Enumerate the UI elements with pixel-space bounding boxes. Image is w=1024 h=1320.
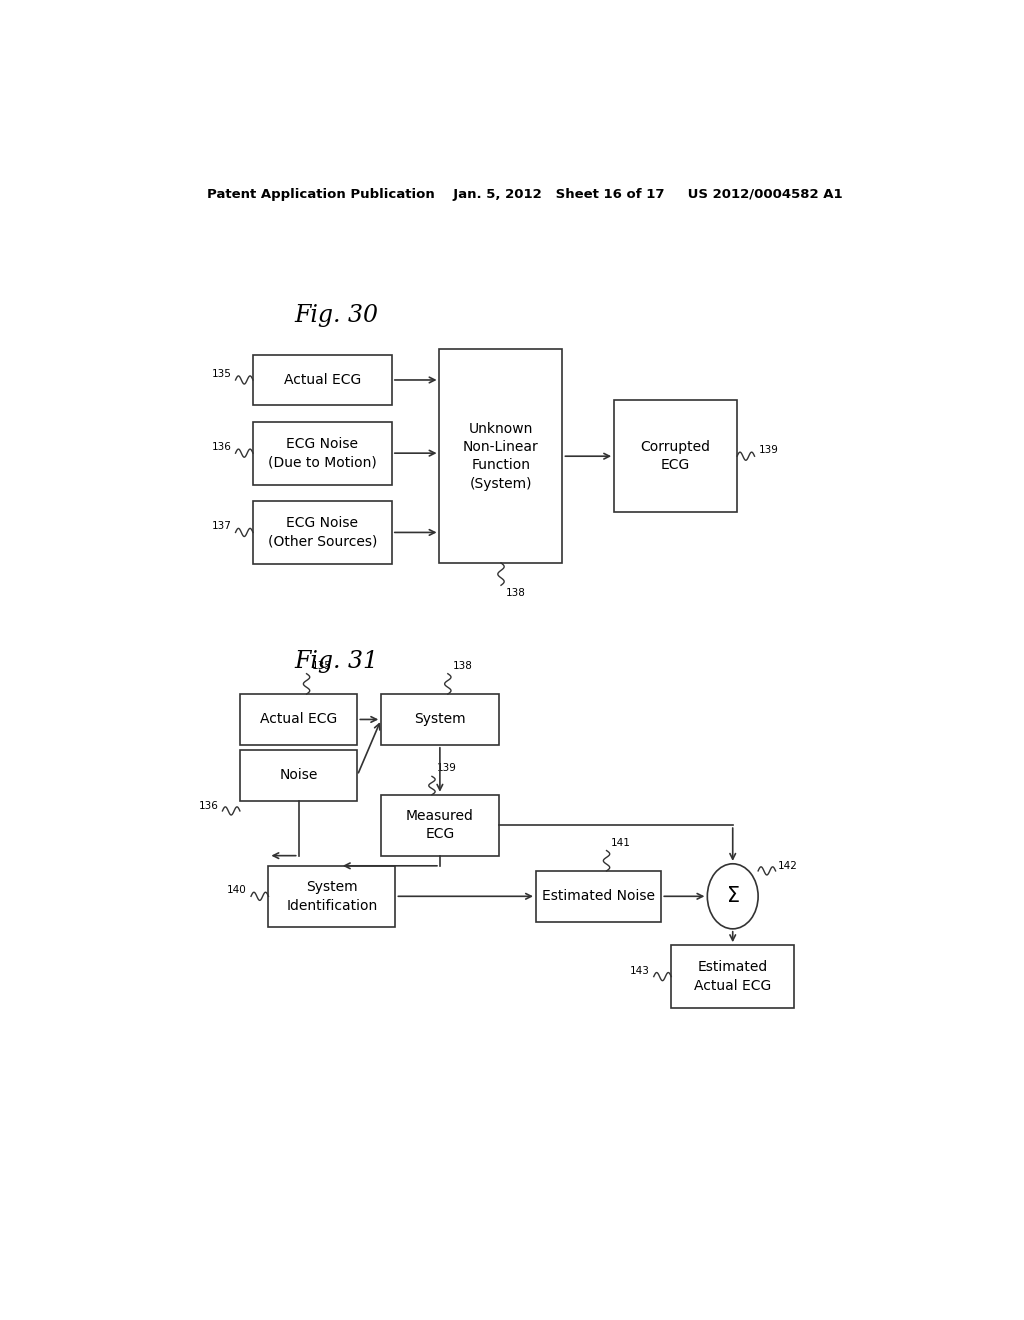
- Text: System: System: [414, 713, 466, 726]
- Text: 139: 139: [436, 763, 457, 774]
- Text: 135: 135: [311, 661, 331, 671]
- FancyBboxPatch shape: [240, 694, 357, 744]
- Text: Fig. 30: Fig. 30: [295, 305, 379, 327]
- Text: 136: 136: [199, 801, 218, 810]
- Text: ECG Noise
(Other Sources): ECG Noise (Other Sources): [267, 516, 377, 549]
- Text: 137: 137: [212, 521, 231, 532]
- FancyBboxPatch shape: [536, 871, 662, 921]
- Text: 138: 138: [453, 661, 472, 671]
- Text: Fig. 31: Fig. 31: [295, 649, 379, 673]
- FancyBboxPatch shape: [381, 795, 499, 855]
- FancyBboxPatch shape: [253, 421, 392, 484]
- FancyBboxPatch shape: [614, 400, 737, 512]
- FancyBboxPatch shape: [240, 750, 357, 801]
- Text: 141: 141: [611, 837, 631, 847]
- Text: Corrupted
ECG: Corrupted ECG: [641, 440, 711, 473]
- FancyBboxPatch shape: [253, 500, 392, 564]
- Text: Unknown
Non-Linear
Function
(System): Unknown Non-Linear Function (System): [463, 421, 539, 491]
- Text: System
Identification: System Identification: [287, 880, 378, 912]
- Text: Actual ECG: Actual ECG: [284, 374, 361, 387]
- FancyBboxPatch shape: [268, 866, 395, 927]
- Text: 138: 138: [506, 589, 525, 598]
- Text: Patent Application Publication    Jan. 5, 2012   Sheet 16 of 17     US 2012/0004: Patent Application Publication Jan. 5, 2…: [207, 189, 843, 202]
- Text: Estimated Noise: Estimated Noise: [542, 890, 655, 903]
- Text: Estimated
Actual ECG: Estimated Actual ECG: [694, 961, 771, 993]
- FancyBboxPatch shape: [671, 945, 795, 1008]
- Text: $\Sigma$: $\Sigma$: [726, 886, 739, 907]
- Text: ECG Noise
(Due to Motion): ECG Noise (Due to Motion): [268, 437, 377, 470]
- Text: Noise: Noise: [280, 768, 317, 783]
- Text: Actual ECG: Actual ECG: [260, 713, 337, 726]
- FancyBboxPatch shape: [439, 350, 562, 562]
- FancyBboxPatch shape: [253, 355, 392, 405]
- Text: 142: 142: [778, 861, 798, 871]
- Text: Measured
ECG: Measured ECG: [406, 809, 474, 841]
- Text: 139: 139: [759, 445, 778, 455]
- Text: 143: 143: [630, 965, 650, 975]
- Text: 135: 135: [212, 368, 231, 379]
- Text: 136: 136: [212, 442, 231, 451]
- FancyBboxPatch shape: [381, 694, 499, 744]
- Text: 140: 140: [227, 886, 247, 895]
